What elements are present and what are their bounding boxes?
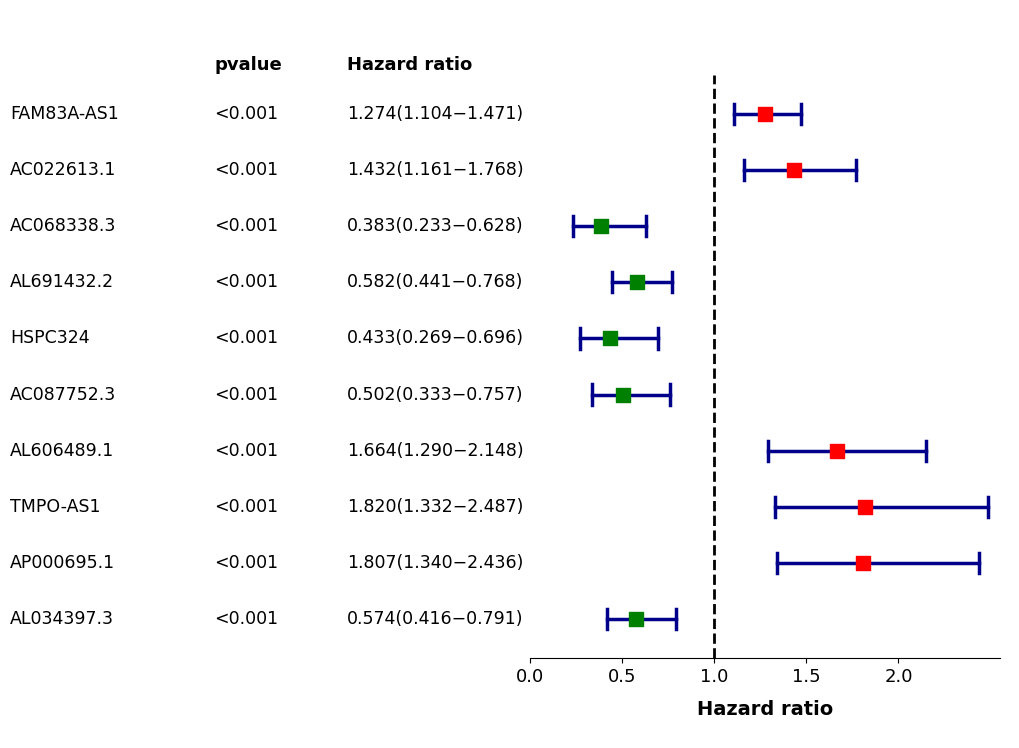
Text: <0.001: <0.001: [214, 441, 278, 460]
Text: <0.001: <0.001: [214, 329, 278, 348]
Point: [785, 164, 801, 176]
Text: <0.001: <0.001: [214, 385, 278, 404]
Point: [854, 557, 870, 568]
Text: AL034397.3: AL034397.3: [10, 610, 114, 628]
Point: [756, 108, 772, 120]
Text: 1.820(1.332−2.487): 1.820(1.332−2.487): [346, 497, 523, 516]
Text: HSPC324: HSPC324: [10, 329, 90, 348]
Text: TMPO-AS1: TMPO-AS1: [10, 497, 101, 516]
Text: 1.432(1.161−1.768): 1.432(1.161−1.768): [346, 161, 523, 180]
Text: <0.001: <0.001: [214, 161, 278, 180]
Text: pvalue: pvalue: [214, 56, 281, 75]
Text: 0.574(0.416−0.791): 0.574(0.416−0.791): [346, 610, 523, 628]
Point: [628, 613, 644, 625]
Text: <0.001: <0.001: [214, 497, 278, 516]
Text: AL606489.1: AL606489.1: [10, 441, 114, 460]
Point: [592, 220, 608, 232]
Text: <0.001: <0.001: [214, 105, 278, 123]
Text: AC068338.3: AC068338.3: [10, 217, 116, 236]
Text: 0.383(0.233−0.628): 0.383(0.233−0.628): [346, 217, 523, 236]
Text: 1.807(1.340−2.436): 1.807(1.340−2.436): [346, 554, 523, 572]
Text: AP000695.1: AP000695.1: [10, 554, 115, 572]
Text: <0.001: <0.001: [214, 554, 278, 572]
Text: Hazard ratio: Hazard ratio: [346, 56, 472, 75]
Text: 1.274(1.104−1.471): 1.274(1.104−1.471): [346, 105, 523, 123]
X-axis label: Hazard ratio: Hazard ratio: [696, 700, 833, 719]
Text: 0.582(0.441−0.768): 0.582(0.441−0.768): [346, 273, 523, 292]
Point: [629, 276, 645, 288]
Text: FAM83A-AS1: FAM83A-AS1: [10, 105, 119, 123]
Point: [827, 444, 844, 456]
Text: <0.001: <0.001: [214, 273, 278, 292]
Point: [601, 332, 618, 344]
Text: 0.433(0.269−0.696): 0.433(0.269−0.696): [346, 329, 524, 348]
Text: <0.001: <0.001: [214, 610, 278, 628]
Point: [614, 389, 631, 401]
Text: AC022613.1: AC022613.1: [10, 161, 116, 180]
Text: AC087752.3: AC087752.3: [10, 385, 116, 404]
Text: AL691432.2: AL691432.2: [10, 273, 114, 292]
Text: <0.001: <0.001: [214, 217, 278, 236]
Text: 0.502(0.333−0.757): 0.502(0.333−0.757): [346, 385, 523, 404]
Point: [856, 501, 872, 513]
Text: 1.664(1.290−2.148): 1.664(1.290−2.148): [346, 441, 523, 460]
